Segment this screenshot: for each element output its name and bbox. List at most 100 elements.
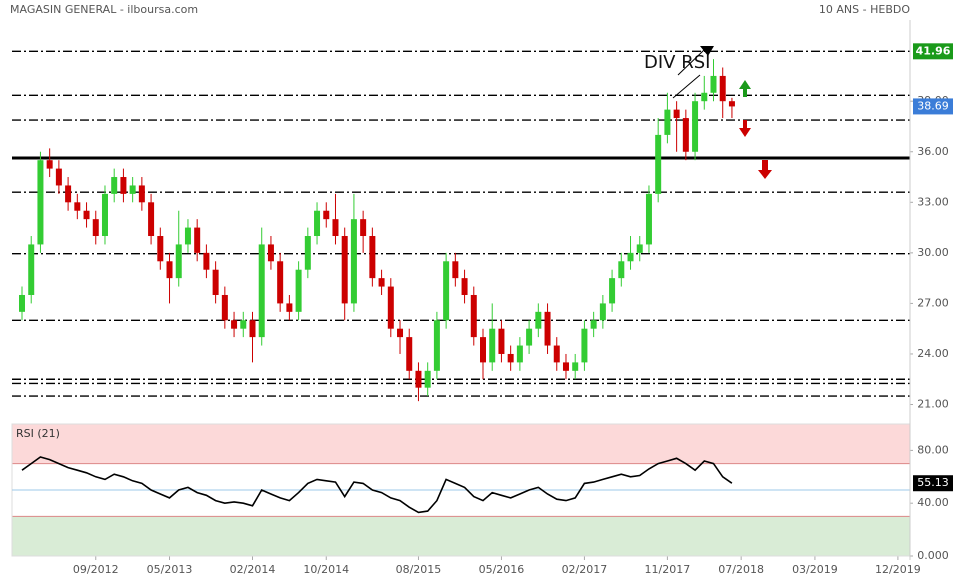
candle-body	[526, 328, 533, 346]
candle-body	[148, 202, 155, 237]
candle-body	[212, 269, 219, 295]
candle-body	[286, 303, 293, 312]
candle-body	[46, 160, 53, 169]
rsi-line	[21, 456, 733, 514]
candle-body	[581, 328, 588, 363]
candle-body	[120, 177, 127, 194]
y-tick-label: 40.00	[917, 496, 949, 509]
y-tick-label: 30.00	[917, 246, 949, 259]
candle-body	[175, 244, 182, 279]
candle-body	[433, 320, 440, 371]
candle-body	[267, 244, 274, 262]
candle-body	[221, 294, 228, 321]
candle-body	[664, 109, 671, 135]
candle-body	[74, 202, 81, 211]
rsi-zone	[12, 424, 910, 464]
candle-body	[489, 328, 496, 363]
candle-body	[599, 303, 606, 321]
candle-body	[111, 177, 118, 194]
x-tick-label: 03/2019	[792, 563, 838, 576]
candle-body	[682, 118, 689, 152]
y-tick-label: 0.000	[917, 549, 949, 562]
candle-body	[572, 362, 579, 371]
annotation-line	[677, 49, 705, 76]
candle-body	[129, 185, 136, 194]
candle-body	[92, 219, 99, 237]
candle-body	[710, 75, 717, 93]
x-tick-label: 12/2019	[875, 563, 921, 576]
y-tick-label: 80.00	[917, 443, 949, 456]
chart-subtitle: 10 ANS - HEBDO	[819, 3, 910, 16]
y-tick-label: 36.00	[917, 145, 949, 158]
candle-body	[323, 210, 330, 220]
candle-body	[231, 320, 238, 329]
candle-body	[65, 185, 72, 203]
candle-body	[590, 320, 597, 329]
rsi-legend: RSI (21)	[16, 427, 60, 440]
x-tick-label: 02/2014	[230, 563, 276, 576]
candle-body	[101, 193, 108, 237]
level-label: 41.96	[916, 44, 951, 57]
up-arrow	[739, 80, 751, 97]
arrow-head	[700, 46, 714, 56]
candle-body	[452, 261, 459, 279]
y-tick-label: 21.00	[917, 398, 949, 411]
candle-body	[332, 219, 339, 237]
last-value-box	[913, 475, 953, 492]
candle-body	[516, 345, 523, 363]
rsi-zone	[12, 516, 910, 556]
candle-body	[470, 294, 477, 338]
x-tick-label: 05/2013	[147, 563, 193, 576]
level-label-box	[913, 43, 953, 60]
candle-body	[184, 227, 191, 245]
candle-body	[461, 278, 468, 295]
candle-body	[138, 185, 145, 203]
y-tick-label: 33.00	[917, 195, 949, 208]
candle-body	[719, 75, 726, 102]
candle-body	[369, 236, 376, 279]
last-price-box	[913, 98, 953, 115]
y-tick-label: 27.00	[917, 296, 949, 309]
candle-body	[378, 278, 385, 287]
candle-body	[249, 320, 256, 338]
annotation: DIV RSI	[644, 52, 710, 73]
candle-body	[728, 101, 735, 107]
candle-body	[203, 252, 210, 270]
candle-body	[544, 311, 551, 346]
candle-body	[655, 134, 662, 194]
candle-body	[692, 101, 699, 152]
candle-body	[360, 219, 367, 237]
candle-body	[406, 337, 413, 371]
x-tick-label: 10/2014	[303, 563, 349, 576]
annotation-arrows	[672, 46, 772, 179]
candle-body	[424, 370, 431, 388]
last-price-label: 38.69	[917, 99, 949, 112]
candle-body	[314, 210, 321, 237]
candle-body	[157, 236, 164, 262]
candle-body	[498, 328, 505, 354]
x-tick-label: 07/2018	[718, 563, 764, 576]
chart-title: MAGASIN GENERAL - ilboursa.com	[10, 3, 198, 16]
down-arrow	[739, 120, 751, 137]
candle-body	[37, 160, 44, 245]
candle-body	[645, 193, 652, 245]
x-tick-label: 08/2015	[396, 563, 442, 576]
x-tick-label: 05/2016	[479, 563, 525, 576]
candle-body	[507, 353, 514, 363]
candle-body	[562, 362, 569, 371]
candle-body	[387, 286, 394, 329]
candle-body	[415, 370, 422, 388]
candle-body	[535, 311, 542, 329]
candle-body	[618, 261, 625, 279]
x-tick-label: 09/2012	[73, 563, 119, 576]
x-tick-label: 11/2017	[645, 563, 691, 576]
y-tick-label: 24.00	[917, 347, 949, 360]
candle-body	[397, 328, 404, 338]
candle-body	[609, 278, 616, 304]
annotation-line	[672, 74, 701, 99]
candle-body	[673, 109, 680, 119]
candle-body	[83, 210, 90, 220]
down-arrow	[758, 160, 772, 179]
candle-body	[341, 236, 348, 304]
